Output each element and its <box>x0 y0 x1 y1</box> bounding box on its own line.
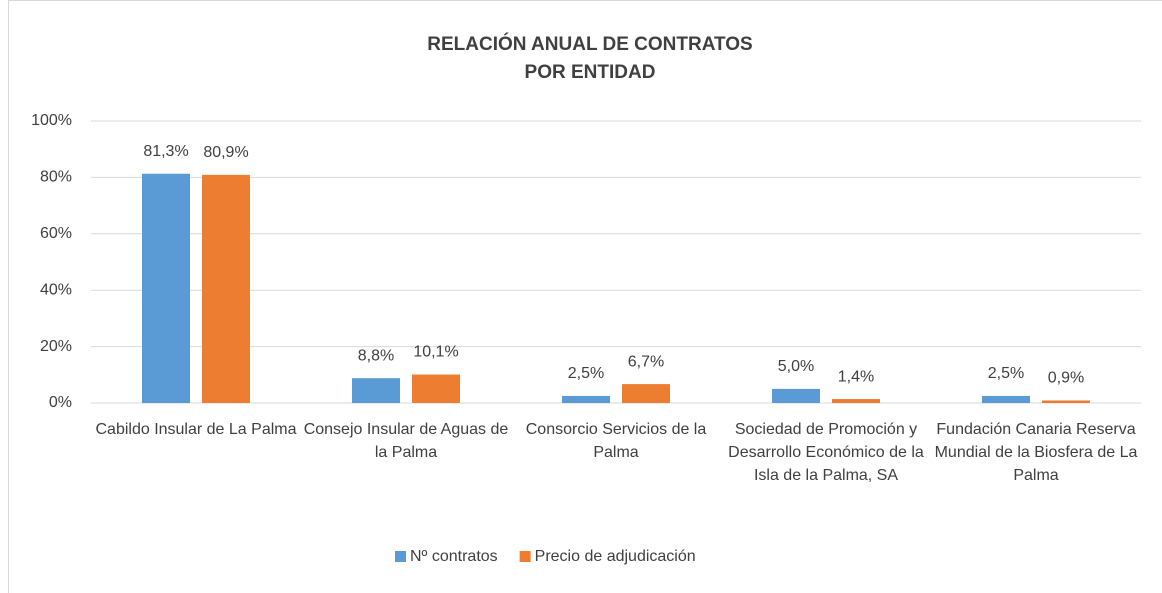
bar <box>622 384 670 403</box>
bar <box>412 374 460 403</box>
x-tick-label: Cabildo Insular de La Palma <box>95 421 297 438</box>
bar <box>352 378 400 403</box>
data-label: 0,9% <box>1048 370 1084 387</box>
bar <box>142 173 190 403</box>
bar <box>562 395 610 403</box>
legend-label: Precio de adjudicación <box>535 548 696 565</box>
data-label: 2,5% <box>988 365 1024 382</box>
data-label: 8,8% <box>358 347 394 364</box>
x-tick-label: Consejo Insular de Aguas de la Palma <box>303 421 509 461</box>
y-tick-label: 100% <box>31 112 72 129</box>
data-label: 81,3% <box>143 143 188 160</box>
data-label: 80,9% <box>203 144 248 161</box>
data-label: 5,0% <box>778 358 814 375</box>
x-tick-label: Consorcio Servicios de la Palma <box>525 421 707 461</box>
bar <box>202 174 250 403</box>
bar <box>982 395 1030 403</box>
y-tick-label: 60% <box>40 225 72 242</box>
bar <box>772 388 820 403</box>
x-tick-label: Sociedad de Promoción y Desarrollo Econó… <box>728 421 924 484</box>
bar <box>832 399 880 403</box>
y-tick-label: 80% <box>40 169 72 186</box>
chart-title: POR ENTIDAD <box>525 62 656 83</box>
chart-title: RELACIÓN ANUAL DE CONTRATOS <box>427 33 752 55</box>
y-tick-label: 0% <box>49 394 72 411</box>
legend-swatch <box>519 551 531 562</box>
x-tick-label: Fundación Canaria Reserva Mundial de la … <box>934 421 1138 484</box>
legend-swatch <box>395 551 406 562</box>
chart-border <box>8 0 1162 593</box>
y-tick-label: 40% <box>40 281 72 298</box>
bar <box>1042 400 1090 403</box>
data-label: 2,5% <box>568 365 604 382</box>
data-label: 1,4% <box>838 368 874 385</box>
y-tick-label: 20% <box>40 338 72 355</box>
legend-label: Nº contratos <box>410 548 498 565</box>
data-label: 6,7% <box>628 353 664 370</box>
data-label: 10,1% <box>413 344 458 361</box>
